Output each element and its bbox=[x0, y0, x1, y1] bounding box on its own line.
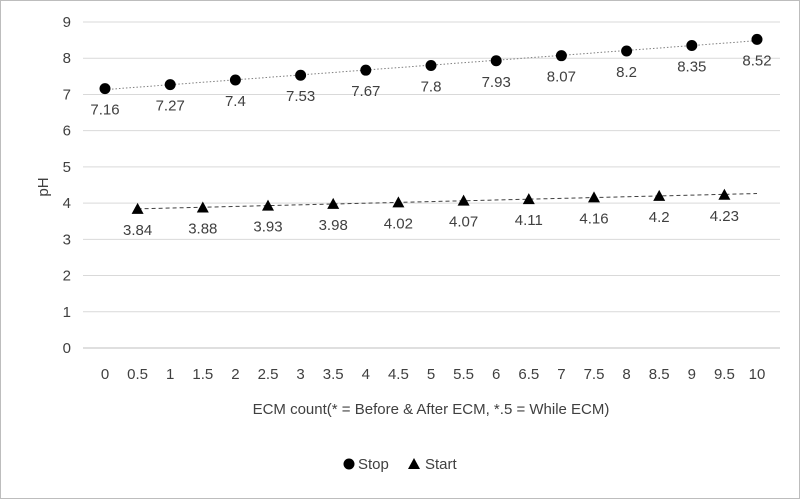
point-stop bbox=[425, 59, 437, 71]
gridlines bbox=[83, 21, 780, 349]
point-stop bbox=[164, 79, 176, 91]
x-tick-label: 3 bbox=[296, 366, 304, 383]
point-stop bbox=[490, 55, 502, 67]
x-tick-label: 4 bbox=[362, 366, 370, 383]
point-start bbox=[457, 194, 470, 206]
data-label-start: 3.93 bbox=[253, 219, 282, 236]
x-tick-label: 8 bbox=[622, 366, 630, 383]
data-label-start: 3.88 bbox=[188, 220, 217, 237]
x-tick-label: 1 bbox=[166, 366, 174, 383]
trendline-start bbox=[137, 193, 758, 210]
x-tick-label: 3.5 bbox=[323, 366, 344, 383]
x-tick-label: 4.5 bbox=[388, 366, 409, 383]
point-start bbox=[653, 189, 666, 201]
point-start bbox=[131, 202, 144, 214]
x-tick-label: 0.5 bbox=[127, 366, 148, 383]
y-axis-title: pH bbox=[35, 177, 52, 196]
x-tick-label: 6.5 bbox=[518, 366, 539, 383]
x-tick-label: 6 bbox=[492, 366, 500, 383]
data-label-start: 3.84 bbox=[123, 222, 152, 239]
point-start bbox=[327, 197, 340, 209]
data-label-start: 4.23 bbox=[710, 208, 739, 225]
point-start bbox=[588, 191, 600, 203]
data-label-start: 4.11 bbox=[515, 212, 543, 229]
x-tick-label: 2.5 bbox=[258, 366, 279, 383]
x-tick-label: 9 bbox=[688, 366, 696, 383]
data-label-start: 4.16 bbox=[579, 210, 608, 227]
y-tick-labels: 0 1 2 3 4 5 6 7 8 9 bbox=[63, 14, 71, 357]
point-start bbox=[718, 188, 731, 200]
data-label-start: 4.02 bbox=[384, 215, 413, 232]
y-tick-label: 7 bbox=[63, 86, 71, 103]
point-stop bbox=[99, 83, 111, 95]
data-label-start: 4.2 bbox=[649, 209, 670, 226]
point-stop bbox=[295, 69, 307, 81]
y-tick-label: 2 bbox=[63, 268, 71, 285]
legend: Stop Start bbox=[343, 456, 458, 473]
legend-label-stop: Stop bbox=[358, 456, 389, 473]
legend-marker-stop bbox=[343, 458, 355, 470]
y-tick-label: 9 bbox=[63, 14, 71, 31]
x-tick-label: 10 bbox=[749, 366, 766, 383]
x-tick-labels: 0 0.5 1 1.5 2 2.5 3 3.5 4 4.5 5 5.5 6 6.5 7 7.5 8 8.5 9 9.5… bbox=[101, 366, 766, 383]
x-tick-label: 5.5 bbox=[453, 366, 474, 383]
point-start bbox=[262, 199, 274, 211]
x-tick-label: 2 bbox=[231, 366, 239, 383]
y-tick-label: 1 bbox=[63, 304, 71, 321]
x-tick-label: 7.5 bbox=[584, 366, 605, 383]
data-label-stop: 7.8 bbox=[421, 78, 442, 95]
data-label-stop: 7.53 bbox=[286, 88, 315, 105]
y-tick-label: 0 bbox=[63, 340, 71, 357]
y-tick-label: 3 bbox=[63, 231, 71, 248]
point-stop bbox=[360, 64, 372, 76]
point-stop bbox=[555, 50, 567, 62]
point-stop bbox=[686, 40, 698, 52]
data-labels: 7.16 7.27 7.4 7.53 7.67 7.8 7.93 8.07 8.2 8.35 8.5… bbox=[90, 52, 771, 239]
point-stop bbox=[229, 74, 241, 86]
y-tick-label: 4 bbox=[63, 195, 71, 212]
legend-marker-start bbox=[408, 458, 420, 469]
point-start bbox=[392, 196, 405, 208]
data-label-stop: 7.27 bbox=[156, 98, 185, 115]
data-label-stop: 7.67 bbox=[351, 83, 380, 100]
point-stop bbox=[621, 45, 633, 57]
x-tick-label: 1.5 bbox=[192, 366, 213, 383]
point-start bbox=[196, 201, 209, 213]
x-tick-label: 9.5 bbox=[714, 366, 735, 383]
point-start bbox=[522, 193, 535, 205]
data-label-stop: 7.93 bbox=[482, 74, 511, 91]
data-label-stop: 7.4 bbox=[225, 93, 246, 110]
data-marks bbox=[99, 33, 763, 214]
x-tick-label: 8.5 bbox=[649, 366, 670, 383]
x-tick-label: 0 bbox=[101, 366, 109, 383]
x-tick-label: 5 bbox=[427, 366, 435, 383]
y-tick-label: 8 bbox=[63, 50, 71, 67]
legend-label-start: Start bbox=[425, 456, 458, 473]
x-axis-title: ECM count(* = Before & After ECM, *.5 = … bbox=[253, 401, 610, 418]
data-label-start: 3.98 bbox=[319, 217, 348, 234]
data-label-start: 4.07 bbox=[449, 214, 478, 231]
y-tick-label: 5 bbox=[63, 159, 71, 176]
x-tick-label: 7 bbox=[557, 366, 565, 383]
data-label-stop: 8.35 bbox=[677, 59, 706, 76]
point-stop bbox=[751, 33, 763, 45]
data-label-stop: 8.07 bbox=[547, 69, 576, 86]
y-tick-label: 6 bbox=[63, 123, 71, 140]
data-label-stop: 8.52 bbox=[742, 52, 771, 69]
data-label-stop: 7.16 bbox=[90, 102, 119, 119]
data-label-stop: 8.2 bbox=[616, 64, 637, 81]
